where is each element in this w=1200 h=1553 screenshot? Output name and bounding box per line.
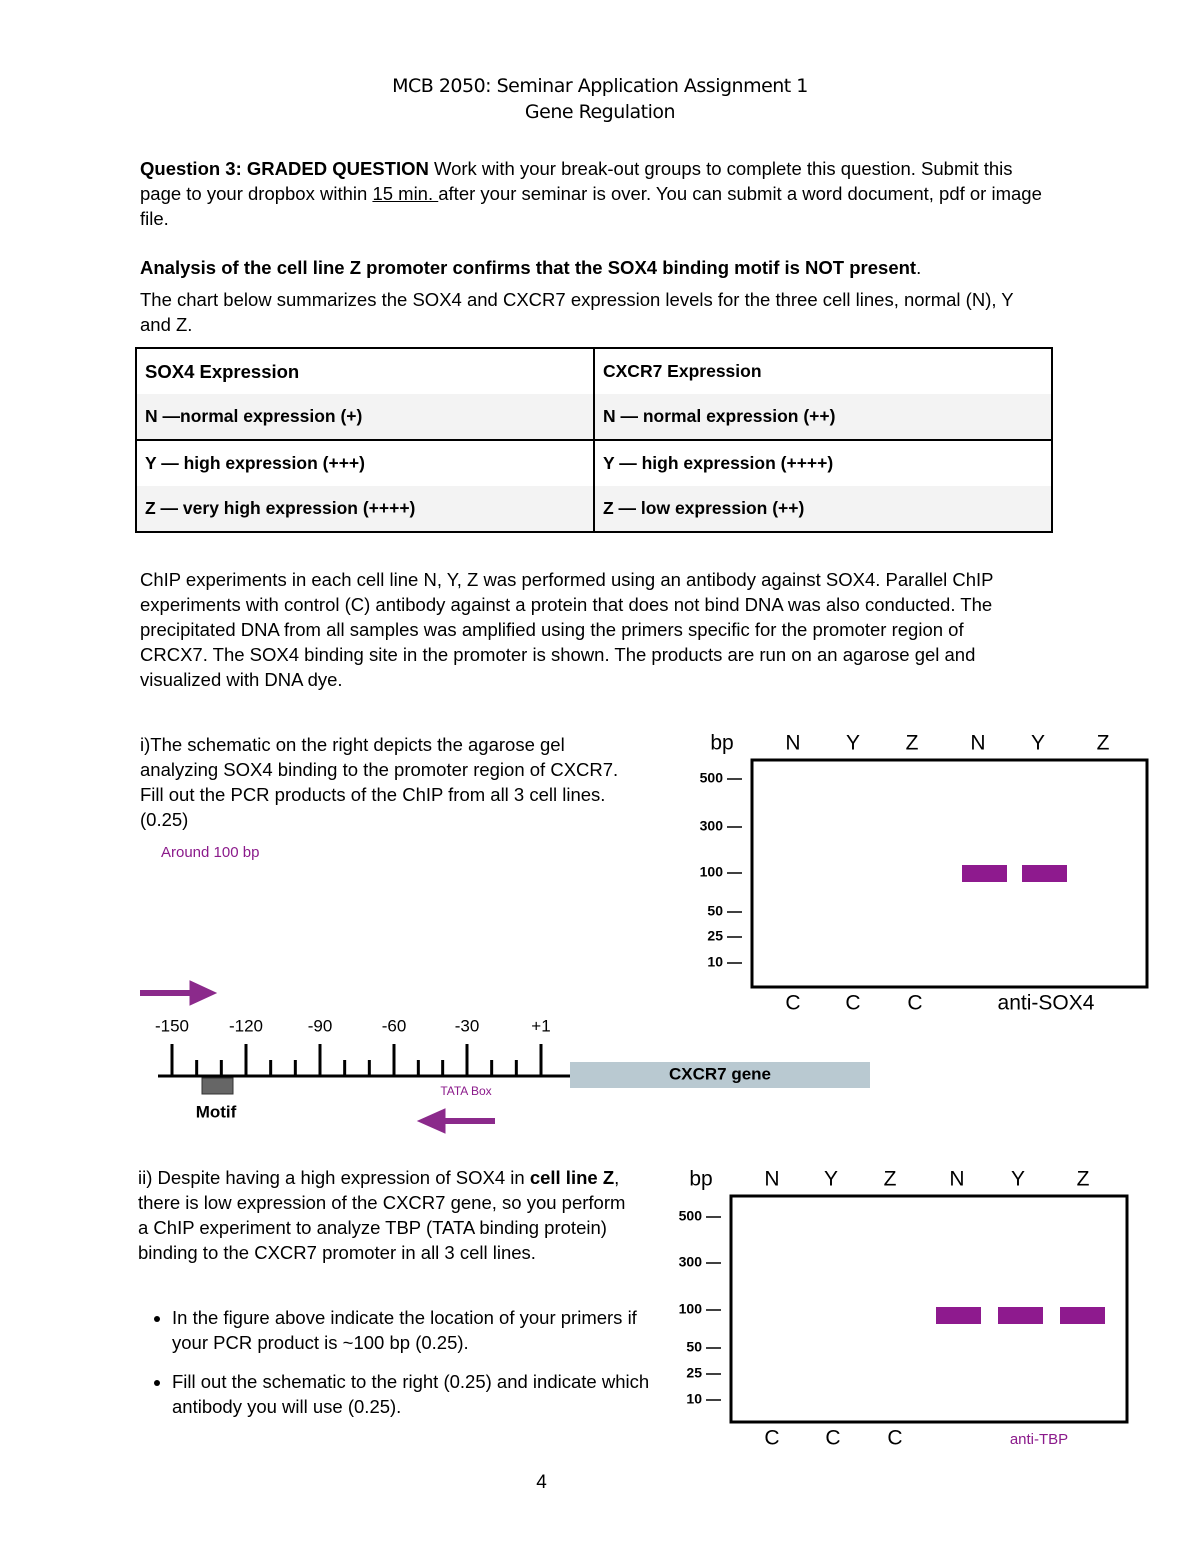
lane-label: Z xyxy=(1097,732,1110,755)
table-header: SOX4 Expression CXCR7 Expression xyxy=(135,347,1053,394)
antibody-label: anti-SOX4 xyxy=(998,992,1095,1015)
gene-box xyxy=(570,1062,870,1088)
question-label: Question 3: GRADED QUESTION xyxy=(140,158,429,179)
cell: Y — high expression (+++) xyxy=(135,439,595,486)
unit-label: bp xyxy=(710,732,733,755)
bullet: In the figure above indicate the locatio… xyxy=(172,1305,652,1355)
marker-label: 25 xyxy=(686,1365,702,1381)
expression-table: SOX4 Expression CXCR7 Expression N —norma… xyxy=(135,347,1053,533)
part-ii-text: , there is low expression of the CXCR7 g… xyxy=(138,1167,626,1263)
bullet-list: In the figure above indicate the locatio… xyxy=(140,1305,652,1433)
cell: N —normal expression (+) xyxy=(135,394,595,440)
marker-label: 10 xyxy=(686,1391,702,1407)
part-i: i)The schematic on the right depicts the… xyxy=(140,734,619,830)
arrow-head xyxy=(416,1108,446,1134)
page-number: 4 xyxy=(536,1472,547,1493)
chip-text: ChIP experiments in each cell line N, Y,… xyxy=(140,569,994,690)
position-label: +1 xyxy=(531,1016,550,1035)
unit-label: bp xyxy=(689,1168,712,1191)
lane-label: N xyxy=(785,732,800,755)
marker-label: 300 xyxy=(679,1254,703,1270)
cell: Z — very high expression (++++) xyxy=(135,486,595,533)
motif-box xyxy=(201,1077,234,1095)
marker-label: 500 xyxy=(679,1208,703,1224)
control-label: C xyxy=(907,992,922,1015)
cell: Y — high expression (++++) xyxy=(593,439,1053,486)
lane-label: N xyxy=(970,732,985,755)
control-label: C xyxy=(764,1427,779,1450)
marker-label: 100 xyxy=(700,864,724,880)
antibody-label: anti-TBP xyxy=(1010,1431,1068,1448)
position-label: -120 xyxy=(229,1016,263,1035)
lane-label: Y xyxy=(824,1168,838,1191)
gel-box xyxy=(750,758,1149,989)
marker-label: 10 xyxy=(707,954,723,970)
bullet: Fill out the schematic to the right (0.2… xyxy=(172,1369,652,1419)
control-label: C xyxy=(887,1427,902,1450)
question-text: after your seminar is over. You can subm… xyxy=(140,183,1042,229)
finding-end: . xyxy=(916,257,922,278)
lane-label: N xyxy=(764,1168,779,1191)
subtitle: Gene Regulation xyxy=(524,101,676,123)
question: Question 3: GRADED QUESTION Work with yo… xyxy=(140,156,1050,231)
marker-label: 50 xyxy=(707,903,723,919)
position-label: -60 xyxy=(382,1016,407,1035)
question-text: Work with your break-out groups to compl… xyxy=(140,158,1013,204)
lane-label: Y xyxy=(846,732,860,755)
cell: Z — low expression (++) xyxy=(593,486,1053,533)
marker-label: 50 xyxy=(686,1339,702,1355)
gel-band xyxy=(998,1307,1043,1324)
title: MCB 2050: Seminar Application Assignment… xyxy=(392,75,808,97)
lane-label: Y xyxy=(1031,732,1045,755)
part-ii: ii) Despite having a high expression of … xyxy=(138,1165,628,1265)
emphasis: cell line Z xyxy=(529,1167,615,1188)
answer: Around 100 bp xyxy=(161,844,260,861)
control-label: C xyxy=(785,992,800,1015)
control-label: C xyxy=(825,1427,840,1450)
marker-label: 500 xyxy=(700,770,724,786)
primer-arrows xyxy=(140,980,495,1134)
gel-band xyxy=(1060,1307,1105,1324)
motif-label: Motif xyxy=(196,1102,237,1121)
control-label: C xyxy=(845,992,860,1015)
position-label: -30 xyxy=(455,1016,480,1035)
marker-label: 100 xyxy=(679,1301,703,1317)
header-cell: CXCR7 Expression xyxy=(593,347,1053,394)
deadline: 15 min. xyxy=(372,183,439,204)
header-cell: SOX4 Expression xyxy=(135,347,595,394)
lane-label: Z xyxy=(906,732,919,755)
gel-band xyxy=(962,865,1007,882)
arrow-head xyxy=(189,980,218,1006)
tata-label: TATA Box xyxy=(440,1084,491,1098)
finding: Analysis of the cell line Z promoter con… xyxy=(140,255,1100,280)
table-row: N —normal expression (+) N — normal expre… xyxy=(135,394,1053,440)
marker-label: 300 xyxy=(700,818,724,834)
cell: N — normal expression (++) xyxy=(593,394,1053,440)
lane-label: Z xyxy=(884,1168,897,1191)
position-ticks xyxy=(170,1044,543,1076)
gel-box xyxy=(729,1194,1129,1424)
gel-band xyxy=(1022,865,1067,882)
table-row: Z — very high expression (++++) Z — low e… xyxy=(135,486,1053,533)
lane-label: Z xyxy=(1077,1168,1090,1191)
finding-text: Analysis of the cell line Z promoter con… xyxy=(140,257,917,278)
gene-label: CXCR7 gene xyxy=(669,1064,771,1083)
lane-label: Y xyxy=(1011,1168,1025,1191)
table-row: Y — high expression (+++) Y — high expres… xyxy=(135,439,1053,486)
position-label: -150 xyxy=(155,1016,189,1035)
position-label: -90 xyxy=(308,1016,333,1035)
marker-label: 25 xyxy=(707,928,723,944)
intro: The chart below summarizes the SOX4 and … xyxy=(140,289,1014,335)
part-ii-text: ii) Despite having a high expression of … xyxy=(138,1167,525,1188)
lane-label: N xyxy=(949,1168,964,1191)
gel-band xyxy=(936,1307,981,1324)
